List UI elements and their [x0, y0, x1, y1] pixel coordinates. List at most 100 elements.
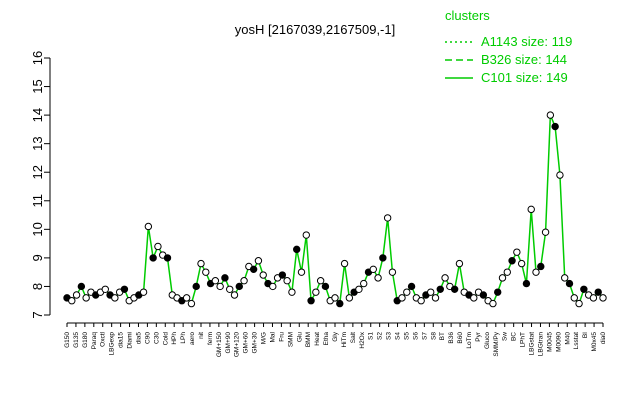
data-point — [288, 288, 296, 296]
data-point — [163, 254, 172, 262]
x-tick-label: S2 — [377, 332, 384, 340]
x-tick-label: Cold — [162, 332, 169, 346]
data-point — [312, 288, 320, 296]
data-point — [269, 282, 277, 291]
data-point — [321, 282, 330, 291]
y-tick-label: 14 — [30, 108, 45, 122]
x-tick-label: B36 — [448, 332, 455, 344]
x-tick-label: GM+150 — [216, 332, 223, 357]
legend-label: A1143 size: 119 — [481, 34, 572, 49]
x-tick-label: LoTm — [466, 332, 473, 349]
data-point — [369, 265, 377, 274]
x-tick-label: BMM — [305, 332, 312, 347]
x-tick-label: G150 — [64, 332, 71, 348]
x-tick-label: BT — [439, 332, 446, 340]
data-point — [388, 268, 397, 276]
x-tick-label: BC — [511, 332, 518, 341]
x-tick-label: SMM/Py — [493, 331, 500, 356]
x-tick-label: Etha — [323, 332, 330, 346]
data-point — [355, 285, 363, 293]
x-tick-label: aero — [189, 332, 196, 345]
data-point — [503, 268, 511, 276]
data-point — [436, 285, 444, 293]
data-point — [82, 294, 90, 302]
data-point — [379, 254, 387, 262]
x-tick-label: H2Ox — [359, 331, 366, 348]
x-tick-label: LBGexp — [109, 332, 116, 356]
data-point — [331, 294, 339, 302]
data-point — [565, 279, 574, 288]
data-point — [570, 294, 578, 302]
data-point — [479, 291, 488, 299]
y-axis: 7 8 9 10 11 12 13 14 15 16 — [30, 51, 51, 319]
x-tick-label: HPh — [171, 332, 178, 345]
data-point — [336, 299, 344, 308]
series-line-C101 — [66, 114, 604, 306]
x-tick-label: nit — [198, 332, 205, 339]
data-point — [494, 288, 502, 296]
data-point — [283, 277, 291, 285]
x-tick-label: G135 — [73, 332, 80, 348]
data-point — [594, 288, 602, 296]
data-point — [139, 288, 148, 296]
data-point — [144, 222, 153, 231]
x-tick-label: dia0 — [600, 332, 607, 345]
data-point — [202, 268, 210, 276]
data-point — [240, 277, 248, 285]
data-point — [546, 111, 555, 119]
data-point — [216, 282, 224, 291]
data-point — [374, 274, 382, 282]
x-tick-label: Gly — [332, 331, 339, 342]
x-tick-label: Diami — [127, 332, 134, 349]
x-tick-label: M/G — [261, 332, 268, 344]
x-tick-label: GM+120 — [234, 332, 241, 357]
data-point — [345, 294, 354, 302]
x-tick-label: GM+30 — [252, 332, 259, 354]
data-point — [259, 271, 267, 279]
data-point — [431, 294, 440, 302]
data-point — [221, 274, 229, 282]
data-point — [149, 254, 157, 262]
chart-title: yosH [2167039,2167509,-1] — [235, 22, 395, 37]
data-point — [498, 274, 507, 282]
y-tick-label: 11 — [30, 194, 45, 208]
data-point — [316, 277, 325, 285]
x-tick-label: Pyr — [475, 331, 482, 342]
x-tick-label: S4 — [395, 332, 402, 340]
data-point — [226, 285, 234, 293]
x-tick-label: M0090 — [555, 332, 562, 352]
legend: clusters A1143 size: 119 B326 size: 144 C10… — [445, 8, 572, 85]
x-tick-label: B60 — [457, 332, 464, 344]
x-tick-label: Lsstat — [573, 332, 580, 350]
x-tick-label: LPhT — [520, 332, 527, 348]
data-point — [68, 297, 76, 305]
x-tick-label: M0x45 — [591, 332, 598, 352]
x-tick-label: Paraq — [91, 332, 98, 350]
data-point — [182, 294, 191, 302]
data-point — [599, 294, 607, 302]
x-tick-label: BI — [582, 332, 589, 338]
data-point — [489, 299, 497, 308]
data-point — [455, 259, 464, 268]
x-tick-label: Fru — [278, 332, 285, 342]
data-point — [120, 285, 129, 293]
data-point — [537, 262, 545, 271]
data-point — [249, 265, 258, 274]
data-point — [254, 257, 263, 265]
x-tick-label: dia15 — [118, 332, 125, 348]
data-point — [192, 282, 200, 291]
data-point — [154, 242, 162, 251]
data-point — [340, 259, 349, 268]
x-tick-label: S6 — [412, 332, 419, 340]
y-tick-label: 8 — [30, 283, 45, 290]
x-tick-label: Sw — [502, 332, 509, 341]
x-tick-label: ferm — [207, 332, 214, 345]
x-tick-label: C90 — [144, 332, 151, 344]
x-tick-label: Gluco — [484, 332, 491, 349]
series-group — [63, 111, 607, 308]
data-point — [580, 285, 588, 293]
y-tick-label: 13 — [30, 136, 45, 150]
y-tick-label: 9 — [30, 254, 45, 261]
x-tick-label: Salt — [350, 332, 357, 343]
